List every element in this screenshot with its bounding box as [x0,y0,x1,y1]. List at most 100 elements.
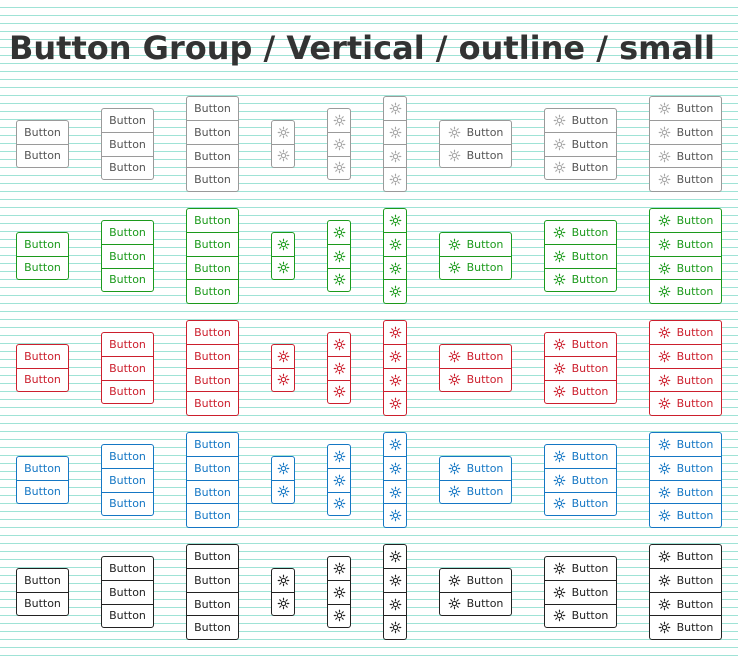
group-button[interactable] [384,591,406,616]
group-button[interactable]: Button [545,155,616,179]
group-button[interactable]: Button [650,279,721,303]
group-button[interactable]: Button [187,456,238,480]
group-button[interactable] [272,143,294,167]
group-button[interactable]: Button [650,255,721,280]
group-button[interactable]: Button [187,97,238,120]
group-button[interactable]: Button [187,344,238,368]
group-button[interactable]: Button [187,545,238,568]
group-button[interactable] [384,503,406,527]
group-button[interactable]: Button [440,345,511,368]
group-button[interactable] [384,167,406,191]
group-button[interactable]: Button [650,568,721,592]
group-button[interactable]: Button [650,344,721,368]
group-button[interactable]: Button [17,591,68,615]
group-button[interactable] [384,433,406,456]
group-button[interactable]: Button [17,143,68,167]
group-button[interactable] [328,132,350,155]
group-button[interactable] [384,279,406,303]
group-button[interactable]: Button [102,491,153,515]
group-button[interactable]: Button [187,143,238,168]
group-button[interactable]: Button [545,379,616,403]
group-button[interactable] [328,267,350,291]
group-button[interactable]: Button [650,591,721,616]
group-button[interactable]: Button [650,479,721,504]
group-button[interactable]: Button [102,445,153,468]
group-button[interactable]: Button [440,121,511,144]
group-button[interactable]: Button [440,255,511,279]
group-button[interactable]: Button [440,591,511,615]
group-button[interactable]: Button [102,379,153,403]
group-button[interactable]: Button [545,221,616,244]
group-button[interactable] [272,367,294,391]
group-button[interactable]: Button [187,615,238,639]
group-button[interactable]: Button [102,109,153,132]
group-button[interactable]: Button [17,569,68,592]
group-button[interactable] [272,233,294,256]
group-button[interactable]: Button [650,120,721,144]
group-button[interactable] [272,255,294,279]
group-button[interactable]: Button [187,479,238,504]
group-button[interactable]: Button [187,167,238,191]
group-button[interactable]: Button [187,391,238,415]
group-button[interactable]: Button [650,367,721,392]
group-button[interactable]: Button [17,457,68,480]
group-button[interactable] [328,580,350,603]
group-button[interactable] [272,591,294,615]
group-button[interactable] [384,97,406,120]
group-button[interactable] [384,456,406,480]
group-button[interactable] [384,568,406,592]
group-button[interactable] [384,545,406,568]
group-button[interactable] [328,379,350,403]
group-button[interactable]: Button [102,603,153,627]
group-button[interactable]: Button [545,557,616,580]
group-button[interactable]: Button [187,503,238,527]
group-button[interactable] [272,457,294,480]
group-button[interactable] [328,445,350,468]
group-button[interactable]: Button [187,591,238,616]
group-button[interactable]: Button [17,367,68,391]
group-button[interactable]: Button [650,143,721,168]
group-button[interactable] [328,557,350,580]
group-button[interactable] [384,615,406,639]
group-button[interactable]: Button [187,321,238,344]
group-button[interactable]: Button [545,132,616,155]
group-button[interactable]: Button [545,603,616,627]
group-button[interactable] [384,479,406,504]
group-button[interactable] [328,155,350,179]
group-button[interactable]: Button [650,615,721,639]
group-button[interactable] [272,345,294,368]
group-button[interactable]: Button [187,209,238,232]
group-button[interactable] [384,120,406,144]
group-button[interactable]: Button [650,503,721,527]
group-button[interactable]: Button [440,367,511,391]
group-button[interactable] [328,356,350,379]
group-button[interactable] [328,244,350,267]
group-button[interactable]: Button [102,267,153,291]
group-button[interactable] [328,109,350,132]
group-button[interactable]: Button [650,321,721,344]
group-button[interactable]: Button [545,356,616,379]
group-button[interactable] [384,232,406,256]
group-button[interactable]: Button [545,333,616,356]
group-button[interactable]: Button [187,568,238,592]
group-button[interactable]: Button [650,456,721,480]
group-button[interactable]: Button [102,244,153,267]
group-button[interactable] [272,479,294,503]
group-button[interactable]: Button [102,333,153,356]
group-button[interactable]: Button [440,479,511,503]
group-button[interactable] [328,333,350,356]
group-button[interactable] [384,367,406,392]
group-button[interactable]: Button [102,580,153,603]
group-button[interactable]: Button [440,569,511,592]
group-button[interactable]: Button [545,267,616,291]
group-button[interactable]: Button [545,445,616,468]
group-button[interactable]: Button [17,255,68,279]
group-button[interactable]: Button [102,155,153,179]
group-button[interactable]: Button [17,233,68,256]
group-button[interactable]: Button [102,468,153,491]
group-button[interactable] [328,491,350,515]
group-button[interactable] [384,209,406,232]
group-button[interactable]: Button [17,345,68,368]
group-button[interactable]: Button [17,121,68,144]
group-button[interactable]: Button [187,120,238,144]
